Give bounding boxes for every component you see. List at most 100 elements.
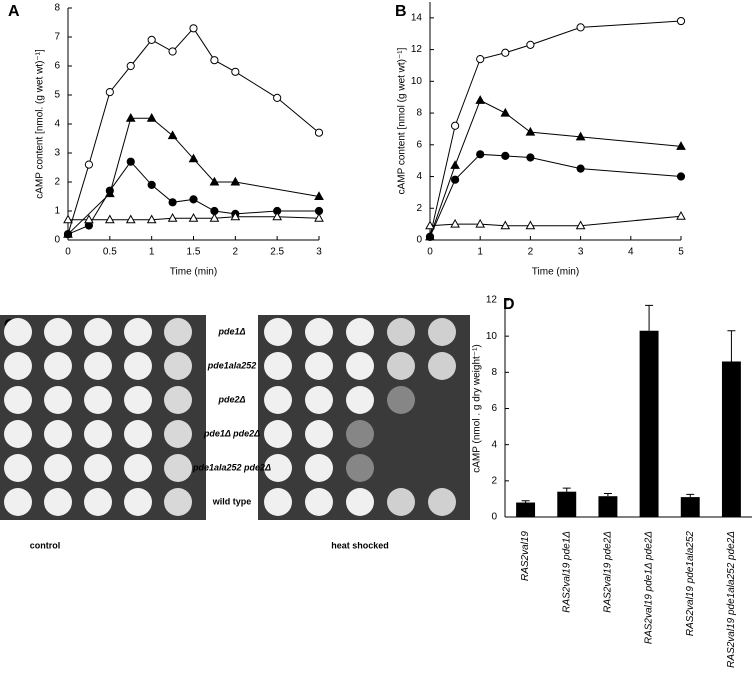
colony-spot [124,488,152,516]
x-tick-label: RAS2val19 pde1ala252 [685,531,696,637]
data-point [188,153,199,163]
colony-spot [346,420,374,448]
colony-spot [164,454,192,482]
data-point [314,213,324,222]
data-point [63,214,73,224]
data-point [576,23,585,32]
colony-spot [84,352,112,380]
colony-spot [428,352,456,380]
data-point [314,128,324,137]
y-tick-label: 7 [54,32,60,43]
colony-spot [387,318,415,346]
data-point [63,230,73,239]
colony-spot [4,318,32,346]
colony-spot [305,352,333,380]
error-bar [521,500,530,503]
data-point [676,16,686,26]
y-tick-label: 12 [486,295,498,306]
colony-spot [4,488,32,516]
x-tick-label: 4 [628,247,634,258]
colony-spot [84,488,112,516]
data-point [209,176,220,186]
x-tick-label: 2 [528,247,534,258]
data-point [576,164,585,173]
colony-spot [164,420,192,448]
y-axis-title: cAMP content [nmol (g wet wt)⁻¹] [397,47,408,194]
colony-spot [305,420,333,448]
colony-spot [84,454,112,482]
strain-label: pde1Δ [217,326,245,336]
colony-spot [124,386,152,414]
y-tick-label: 6 [54,61,60,72]
colony-spot [44,488,72,516]
bar [516,502,536,517]
y-tick-label: 8 [491,367,497,378]
data-point [676,210,686,220]
plate-heat-shocked [258,315,470,520]
data-point [526,40,535,49]
colony-spot [44,420,72,448]
data-point [126,157,135,166]
colony-spot [124,420,152,448]
colony-spot [44,318,72,346]
data-point [230,176,241,186]
data-point [575,131,586,141]
data-point [575,220,586,230]
panel-c-plates [0,315,470,520]
strain-label: pde1Δ pde2Δ [203,428,260,438]
colony-spot [305,318,333,346]
x-tick-label: 2.5 [270,247,284,258]
data-point [676,172,686,181]
x-axis-title: Time (min) [532,267,579,278]
colony-spot [264,420,292,448]
y-tick-label: 0 [416,235,422,246]
x-tick-label: 0 [65,247,71,258]
colony-spot [44,352,72,380]
colony-spot [84,318,112,346]
colony-spot [305,386,333,414]
y-tick-label: 12 [411,44,423,55]
data-point [147,35,156,45]
colony-spot [346,454,374,482]
error-bar [562,487,571,492]
colony-spot [4,420,32,448]
data-point [526,153,535,162]
x-tick-label: RAS2val19 [520,531,531,581]
colony-spot [346,488,374,516]
colony-spot [124,318,152,346]
data-point [84,160,94,169]
strain-label: pde1ala252 pde2Δ [192,462,271,472]
data-point [451,175,460,184]
data-point [105,186,114,195]
data-point [147,180,156,189]
x-tick-label: RAS2val19 pde1ala252 pde2Δ [726,531,737,668]
data-point [525,126,536,136]
colony-spot [387,386,415,414]
colony-spot [4,454,32,482]
y-tick-label: 4 [416,171,422,182]
colony-spot [164,318,192,346]
data-point [126,61,135,71]
colony-spot [428,318,456,346]
x-tick-label: RAS2val19 pde1Δ pde2Δ [644,531,655,644]
colony-spot [264,386,292,414]
colony-spot [346,386,374,414]
x-tick-label: 1 [477,247,483,258]
colony-spot [124,352,152,380]
x-tick-label: 3 [578,247,584,258]
colony-spot [305,488,333,516]
error-bar [686,493,695,498]
colony-spot [428,488,456,516]
error-bar [727,330,736,362]
y-tick-label: 6 [416,139,422,150]
data-point [501,151,510,161]
data-point [676,141,686,150]
x-axis-title: Time (min) [170,267,217,278]
data-point [500,220,511,230]
data-point [168,198,177,207]
data-point [209,213,220,222]
colony-spot [4,386,32,414]
y-tick-label: 3 [54,148,60,159]
colony-spot [164,386,192,414]
data-point [450,160,460,169]
